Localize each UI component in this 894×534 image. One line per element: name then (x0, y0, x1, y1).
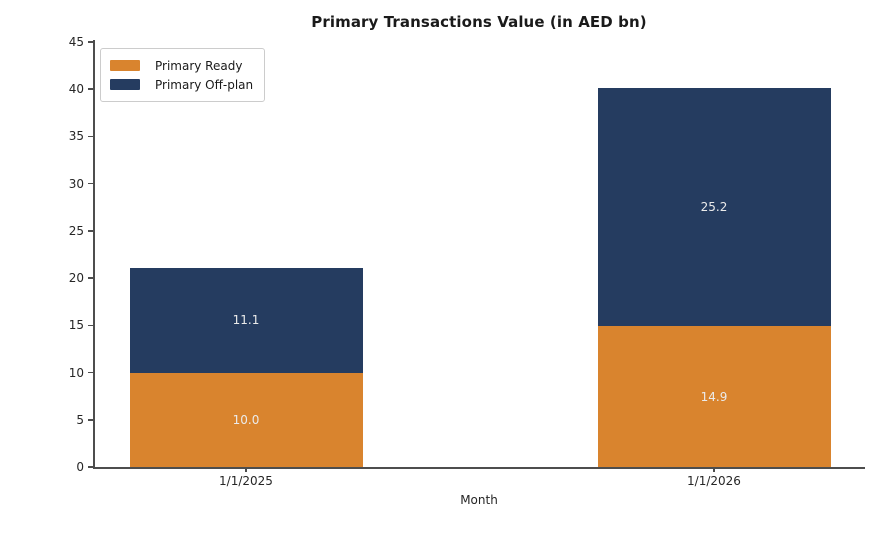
x-axis-title: Month (460, 493, 498, 507)
y-tick-label: 30 (68, 176, 84, 191)
legend-label: Primary Ready (155, 58, 243, 73)
y-tick-mark (88, 419, 93, 421)
x-tick-label: 1/1/2026 (687, 474, 741, 488)
y-tick-label: 0 (76, 460, 84, 474)
bar-value-label: 11.1 (232, 313, 260, 328)
y-tick-mark (88, 88, 93, 90)
legend-item-primary-ready: Primary Ready (110, 56, 253, 75)
x-tick-mark (245, 467, 247, 472)
x-axis-line (93, 467, 865, 469)
y-tick-label: 20 (68, 271, 84, 286)
y-tick-label: 15 (68, 318, 84, 333)
bar-value-label: 25.2 (700, 200, 728, 215)
y-tick-mark (88, 277, 93, 279)
bar-segment: 11.1 (129, 267, 363, 373)
x-tick-label: 1/1/2025 (219, 474, 273, 488)
bar-segment: 14.9 (597, 326, 831, 467)
y-tick-mark (88, 466, 93, 468)
bar-segment: 10.0 (129, 372, 363, 467)
bar-value-label: 10.0 (232, 412, 260, 427)
y-tick-label: 25 (68, 223, 84, 238)
y-axis-line (93, 40, 95, 467)
y-tick-mark (88, 371, 93, 374)
bar-segment: 25.2 (597, 88, 831, 327)
chart-title: Primary Transactions Value (in AED bn) (311, 13, 647, 31)
legend-label: Primary Off-plan (155, 77, 254, 92)
legend-swatch-primary-ready (110, 60, 140, 71)
legend-swatch-primary-offplan (110, 79, 140, 90)
y-tick-mark (88, 182, 93, 185)
y-tick-mark (88, 41, 93, 43)
y-tick-mark (88, 324, 93, 327)
bar-value-label: 14.9 (700, 389, 728, 404)
legend: Primary Ready Primary Off-plan (100, 48, 266, 102)
y-tick-mark (88, 230, 93, 232)
y-tick-label: 45 (68, 35, 84, 49)
y-tick-label: 40 (68, 82, 84, 97)
y-tick-label: 5 (76, 412, 84, 427)
y-tick-label: 10 (68, 365, 84, 380)
y-tick-label: 35 (68, 129, 84, 144)
y-tick-mark (88, 135, 93, 138)
x-tick-mark (713, 467, 715, 472)
legend-item-primary-offplan: Primary Off-plan (110, 75, 253, 94)
